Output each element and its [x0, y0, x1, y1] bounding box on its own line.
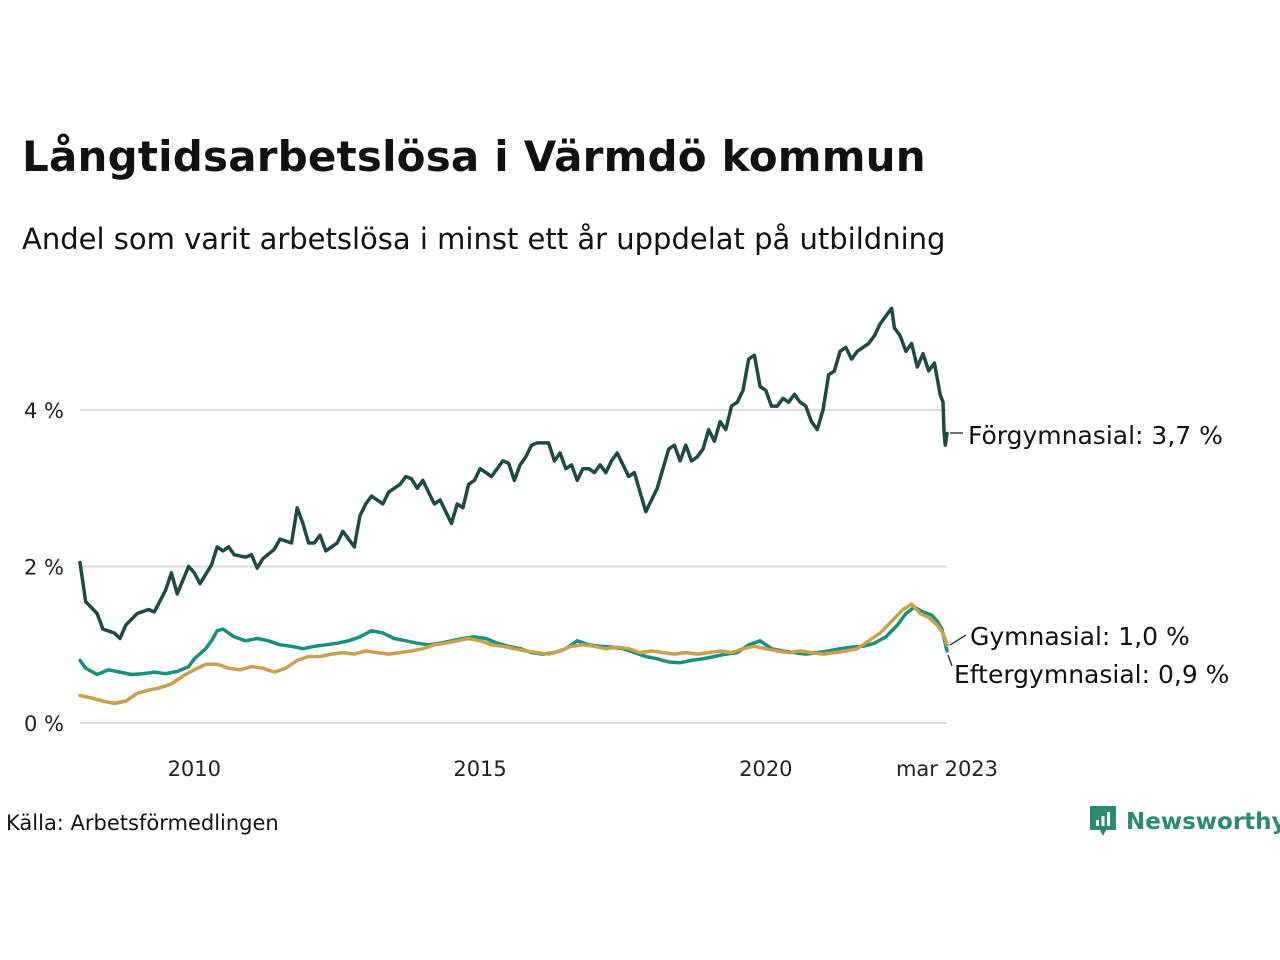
x-tick-label: 2010 — [168, 757, 221, 781]
grid-lines — [80, 409, 947, 724]
chart-title: Långtidsarbetslösa i Värmdö kommun — [22, 132, 926, 181]
x-tick-label: 2020 — [739, 757, 792, 781]
y-axis-ticks: 0 % 2 % 4 % — [24, 399, 64, 736]
series-line-förgymnasial — [78, 306, 949, 641]
series-lines — [78, 306, 949, 706]
leader-line — [949, 634, 967, 646]
newsworthy-logo-icon — [1090, 806, 1116, 836]
source-note: Källa: Arbetsförmedlingen — [6, 811, 279, 835]
chart-subtitle: Andel som varit arbetslösa i minst ett å… — [22, 222, 946, 256]
end-label-förgymnasial: Förgymnasial: 3,7 % — [968, 421, 1223, 450]
x-axis-ticks: 2010 2015 2020 mar 2023 — [168, 757, 998, 781]
end-labels: Förgymnasial: 3,7 % Gymnasial: 1,0 % Efter… — [947, 421, 1229, 689]
brand-logo[interactable]: Newsworthy — [1088, 804, 1280, 840]
y-tick-label: 4 % — [24, 399, 64, 423]
leader-line — [947, 654, 953, 667]
y-tick-label: 2 % — [24, 556, 64, 580]
y-tick-label: 0 % — [24, 712, 64, 736]
end-label-eftergymnasial: Eftergymnasial: 0,9 % — [954, 660, 1229, 689]
series-line-gymnasial — [78, 602, 949, 706]
x-tick-label: 2015 — [453, 757, 506, 781]
end-label-gymnasial: Gymnasial: 1,0 % — [970, 622, 1190, 651]
brand-name: Newsworthy — [1126, 809, 1280, 835]
x-tick-label: mar 2023 — [896, 757, 998, 781]
